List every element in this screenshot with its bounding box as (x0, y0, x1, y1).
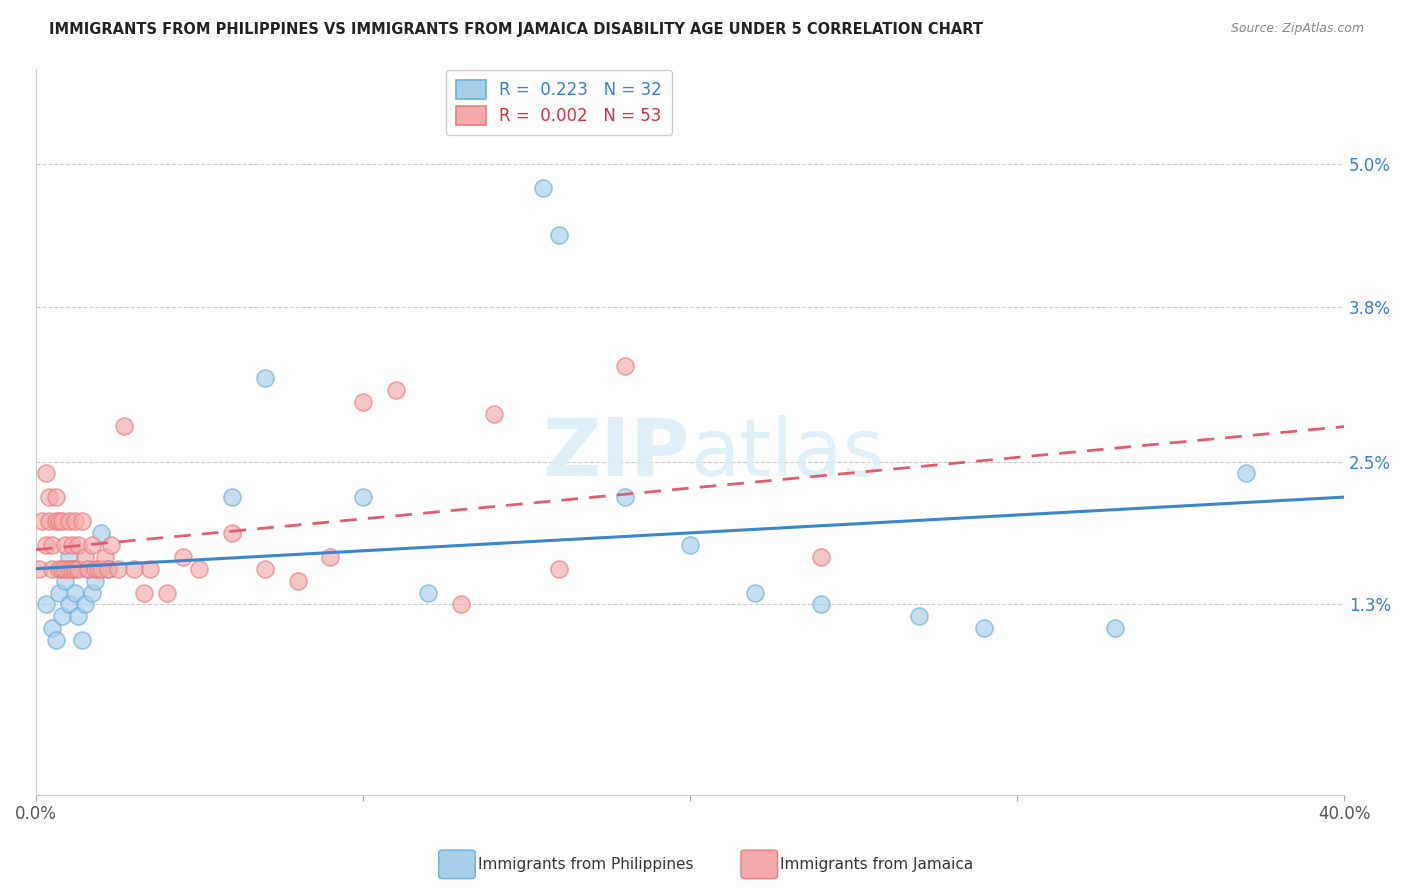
Point (53, 574, 76, 588)
Legend: R =  0.223   N = 32, R =  0.002   N = 53: R = 0.223 N = 32, R = 0.002 N = 53 (446, 70, 672, 135)
Point (80, 585, 103, 599)
Point (35, 467, 58, 481)
Point (97, 562, 120, 576)
Point (679, 538, 702, 552)
Point (221, 526, 243, 541)
Text: Source: ZipAtlas.com: Source: ZipAtlas.com (1230, 22, 1364, 36)
Point (53, 562, 76, 576)
Point (60, 562, 83, 576)
Point (58, 549, 80, 564)
Point (450, 598, 472, 612)
Point (70, 514, 93, 528)
Point (83, 574, 105, 588)
Point (73, 598, 96, 612)
Point (810, 549, 832, 564)
Point (613, 491, 636, 505)
Point (156, 585, 179, 599)
Point (613, 359, 636, 374)
Point (384, 383, 406, 397)
Text: Immigrants from Philippines: Immigrants from Philippines (478, 857, 693, 871)
Point (253, 371, 276, 385)
Point (38, 491, 60, 505)
Point (418, 585, 440, 599)
Point (90, 526, 112, 541)
Point (41, 562, 63, 576)
Point (87, 562, 110, 576)
Point (744, 585, 766, 599)
Point (60, 538, 83, 552)
Point (48, 585, 70, 599)
Point (41, 538, 63, 552)
Point (80, 538, 103, 552)
Point (58, 562, 80, 576)
Point (51, 514, 73, 528)
Point (60, 562, 83, 576)
Point (1104, 621, 1126, 635)
Point (188, 562, 211, 576)
Point (172, 549, 194, 564)
Point (73, 549, 96, 564)
Point (48, 514, 70, 528)
Point (45, 491, 67, 505)
Point (77, 562, 100, 576)
Point (132, 585, 155, 599)
Point (122, 562, 145, 576)
Point (41, 621, 63, 635)
Point (548, 562, 571, 576)
Point (70, 633, 93, 648)
Point (63, 562, 86, 576)
Point (139, 562, 162, 576)
Text: Immigrants from Jamaica: Immigrants from Jamaica (780, 857, 973, 871)
Point (221, 491, 243, 505)
Point (67, 538, 90, 552)
Point (100, 538, 122, 552)
Point (97, 562, 120, 576)
Point (67, 562, 90, 576)
Point (58, 598, 80, 612)
Point (107, 562, 129, 576)
Point (58, 514, 80, 528)
Point (973, 621, 995, 635)
Point (352, 395, 374, 409)
Point (83, 562, 105, 576)
Point (45, 633, 67, 648)
Point (51, 609, 73, 624)
Text: atlas: atlas (690, 415, 884, 492)
Point (90, 562, 112, 576)
Point (45, 514, 67, 528)
Point (53, 538, 76, 552)
Point (28, 562, 51, 576)
Point (63, 585, 86, 599)
Point (35, 598, 58, 612)
Point (319, 549, 342, 564)
Point (35, 538, 58, 552)
Text: IMMIGRANTS FROM PHILIPPINES VS IMMIGRANTS FROM JAMAICA DISABILITY AGE UNDER 5 CO: IMMIGRANTS FROM PHILIPPINES VS IMMIGRANT… (49, 22, 983, 37)
Point (287, 574, 309, 588)
Point (482, 407, 505, 421)
Point (31, 514, 53, 528)
Point (93, 549, 115, 564)
Point (531, 180, 554, 194)
Point (112, 418, 135, 433)
Point (67, 609, 90, 624)
Text: ZIP: ZIP (543, 415, 690, 492)
Point (548, 228, 571, 243)
Point (253, 562, 276, 576)
Point (77, 562, 100, 576)
Point (1234, 467, 1257, 481)
Point (352, 491, 374, 505)
Point (63, 514, 86, 528)
Point (38, 514, 60, 528)
Point (48, 562, 70, 576)
Point (810, 598, 832, 612)
Point (908, 609, 931, 624)
Point (51, 562, 73, 576)
